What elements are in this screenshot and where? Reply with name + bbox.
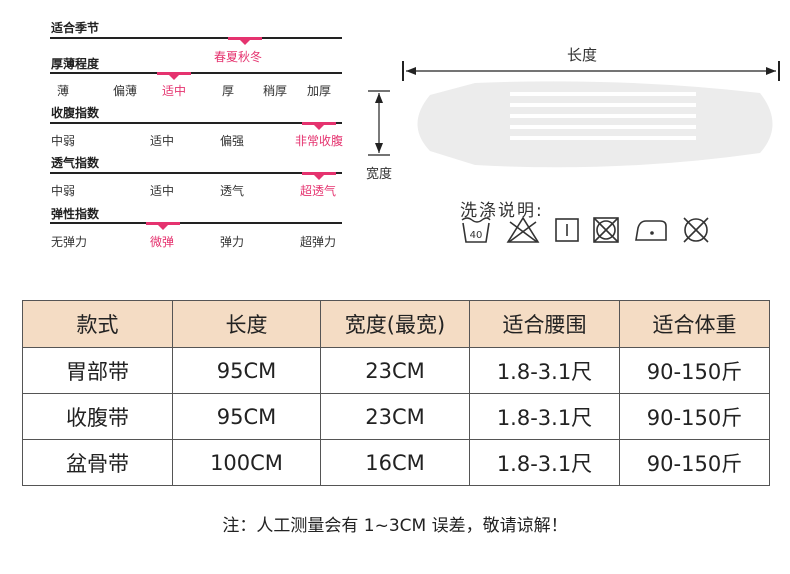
size-table: 款式 长度 宽度(最宽) 适合腰围 适合体重 胃部带 95CM 23CM 1.8… [22, 300, 770, 486]
wash-40-icon: 40 [461, 217, 491, 243]
belt-illustration [368, 61, 780, 168]
attr-title-breath: 透气指数 [51, 156, 100, 170]
attr-title-elastic: 弹性指数 [51, 207, 100, 221]
iron-low-icon [635, 220, 667, 241]
wash-temp-text: 40 [470, 230, 483, 241]
cell-length: 95CM [172, 393, 321, 440]
scale-line-thickness [50, 72, 342, 74]
cell-style: 胃部带 [22, 347, 173, 394]
no-dry-clean-icon [683, 217, 709, 243]
care-symbols: 40 [461, 216, 709, 243]
no-bleach-icon [506, 216, 540, 243]
option-tummy-0: 中弱 [51, 134, 76, 148]
option-breath-1: 适中 [150, 184, 175, 198]
attr-title-tummy: 收腹指数 [51, 106, 100, 120]
option-tummy-2: 偏强 [220, 134, 245, 148]
cell-weight: 90-150斤 [619, 393, 770, 440]
option-elastic-2: 弹力 [220, 235, 245, 249]
width-label: 宽度 [366, 167, 393, 182]
option-thickness-0: 薄 [57, 84, 70, 98]
cell-style: 盆骨带 [22, 439, 173, 486]
option-elastic-1: 微弹 [150, 235, 175, 249]
scale-line-elastic [50, 222, 342, 224]
marker-elastic [146, 222, 180, 230]
scale-line-breath [50, 172, 342, 174]
option-tummy-3: 非常收腹 [295, 134, 344, 148]
length-label: 长度 [567, 46, 598, 64]
option-breath-2: 透气 [220, 184, 245, 198]
cell-width: 23CM [320, 347, 470, 394]
measurement-note: 注：人工测量会有 1~3CM 误差，敬请谅解！ [222, 516, 568, 536]
attr-title-season: 适合季节 [51, 21, 100, 35]
option-thickness-4: 稍厚 [263, 84, 288, 98]
cell-weight: 90-150斤 [619, 347, 770, 394]
option-elastic-0: 无弹力 [51, 235, 88, 249]
option-tummy-1: 适中 [150, 134, 175, 148]
option-elastic-3: 超弹力 [300, 235, 337, 249]
header-style: 款式 [22, 300, 173, 348]
cell-weight: 90-150斤 [619, 439, 770, 486]
option-breath-0: 中弱 [51, 184, 76, 198]
header-length: 长度 [172, 300, 321, 348]
header-waist: 适合腰围 [469, 300, 620, 348]
scale-line-tummy [50, 122, 342, 124]
cell-length: 100CM [172, 439, 321, 486]
marker-breath [302, 172, 336, 180]
option-thickness-2: 适中 [162, 84, 187, 98]
attr-title-thickness: 厚薄程度 [51, 57, 100, 71]
header-weight: 适合体重 [619, 300, 770, 348]
no-tumble-dry-icon [593, 217, 619, 243]
marker-thickness [157, 72, 191, 80]
cell-style: 收腹带 [22, 393, 173, 440]
cell-width: 23CM [320, 393, 470, 440]
table-row: 收腹带 95CM 23CM 1.8-3.1尺 90-150斤 [22, 393, 770, 440]
cell-length: 95CM [172, 347, 321, 394]
table-header-row: 款式 长度 宽度(最宽) 适合腰围 适合体重 [22, 300, 770, 348]
option-thickness-5: 加厚 [307, 84, 332, 98]
line-dry-icon [555, 218, 579, 242]
cell-waist: 1.8-3.1尺 [469, 347, 620, 394]
table-row: 胃部带 95CM 23CM 1.8-3.1尺 90-150斤 [22, 347, 770, 394]
cell-width: 16CM [320, 439, 470, 486]
cell-waist: 1.8-3.1尺 [469, 439, 620, 486]
option-breath-3: 超透气 [300, 184, 337, 198]
option-thickness-1: 偏薄 [113, 84, 138, 98]
table-row: 盆骨带 100CM 16CM 1.8-3.1尺 90-150斤 [22, 439, 770, 486]
cell-waist: 1.8-3.1尺 [469, 393, 620, 440]
care-title: 洗涤说明: [460, 201, 544, 221]
header-width: 宽度(最宽) [320, 300, 470, 348]
option-season-0: 春夏秋冬 [214, 50, 263, 64]
option-thickness-3: 厚 [222, 84, 235, 98]
marker-season [228, 37, 262, 45]
marker-tummy [302, 122, 336, 130]
scale-line-season [50, 37, 342, 39]
